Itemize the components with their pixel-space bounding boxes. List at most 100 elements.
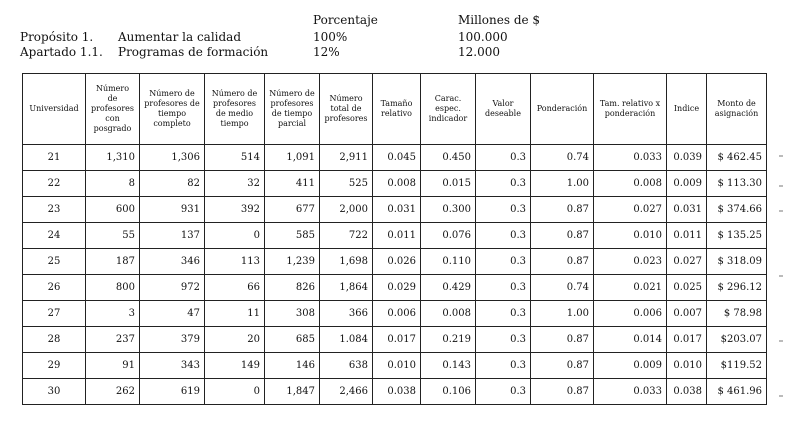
university-cell: 22 (22, 170, 86, 197)
table-cell: 0.033 (593, 144, 667, 171)
purpose-amount: 100.000 (458, 30, 508, 44)
table-row: 22 8 82 32 411 525 0.008 0.015 0.3 1.00 0.008 0.009… (22, 170, 767, 197)
table-cell: $119.52 (706, 352, 767, 379)
table-cell: 0.219 (420, 326, 476, 353)
table-cell: 0.026 (372, 248, 421, 275)
table-cell: 0.110 (420, 248, 476, 275)
table-cell: 0.450 (420, 144, 476, 171)
table-cell: 0.300 (420, 196, 476, 223)
table-cell: 3 (85, 300, 140, 327)
table-cell: 0.008 (372, 170, 421, 197)
table-cell: 0.031 (372, 196, 421, 223)
university-cell: 25 (22, 248, 86, 275)
table-cell: 0.033 (593, 378, 667, 405)
column-heading-percent: Porcentaje (313, 13, 378, 27)
table-cell: 0.3 (475, 248, 531, 275)
table-cell: 600 (85, 196, 140, 223)
table-cell: 47 (139, 300, 205, 327)
table-cell: 0.038 (666, 378, 707, 405)
table-header-row: Universidad Número de profesores con posg… (22, 73, 767, 145)
table-cell: 366 (319, 300, 373, 327)
table-row: 30 262 619 0 1,847 2,466 0.038 0.106 0.3 0.87 0.03… (22, 378, 767, 405)
column-header: Tamaño relativo (372, 73, 421, 145)
table-cell: 8 (85, 170, 140, 197)
table-cell: 0.011 (372, 222, 421, 249)
university-cell: 24 (22, 222, 86, 249)
table-body: 21 1,310 1,306 514 1,091 2,911 0.045 0.450 0.3 0.… (22, 144, 767, 405)
university-cell: 23 (22, 196, 86, 223)
margin-mark (779, 275, 783, 277)
margin-mark (779, 210, 783, 212)
column-heading-millions: Millones de $ (458, 13, 541, 27)
university-cell: 26 (22, 274, 86, 301)
table-cell: 0.008 (420, 300, 476, 327)
table-cell: 0.038 (372, 378, 421, 405)
table-cell: 0.027 (593, 196, 667, 223)
column-header: Número de profesores de tiempo completo (139, 73, 205, 145)
table-cell: 0.87 (530, 248, 594, 275)
table-cell: 0.029 (372, 274, 421, 301)
table-cell: 800 (85, 274, 140, 301)
table-cell: 1,698 (319, 248, 373, 275)
table-cell: $ 318.09 (706, 248, 767, 275)
table-cell: 0.87 (530, 196, 594, 223)
table-cell: 722 (319, 222, 373, 249)
table-cell: 972 (139, 274, 205, 301)
table-cell: 1.00 (530, 170, 594, 197)
table-cell: 0.006 (372, 300, 421, 327)
table-cell: 237 (85, 326, 140, 353)
table-cell: 0.045 (372, 144, 421, 171)
column-header: Carac. espec. indicador (420, 73, 476, 145)
table-cell: 0 (204, 378, 265, 405)
table-cell: 0.031 (666, 196, 707, 223)
table-row: 23 600 931 392 677 2,000 0.031 0.300 0.3 0.87 0.02… (22, 196, 767, 223)
table-cell: 0.023 (593, 248, 667, 275)
table-cell: 0.3 (475, 196, 531, 223)
column-header: Indice (666, 73, 707, 145)
table-cell: 685 (264, 326, 320, 353)
table-cell: 1.084 (319, 326, 373, 353)
section-label: Apartado 1.1. (20, 45, 103, 59)
university-cell: 29 (22, 352, 86, 379)
column-header: Número de profesores con posgrado (85, 73, 140, 145)
table-cell: 137 (139, 222, 205, 249)
table-cell: 0.006 (593, 300, 667, 327)
table-cell: 0.017 (372, 326, 421, 353)
table-cell: 11 (204, 300, 265, 327)
column-header: Ponderación (530, 73, 594, 145)
table-cell: 2,911 (319, 144, 373, 171)
section-amount: 12.000 (458, 45, 500, 59)
purpose-description: Aumentar la calidad (118, 30, 242, 44)
table-cell: 0.010 (372, 352, 421, 379)
table-row: 25 187 346 113 1,239 1,698 0.026 0.110 0.3 0.87 0.… (22, 248, 767, 275)
table-cell: 0.011 (666, 222, 707, 249)
table-cell: 0.3 (475, 300, 531, 327)
table-row: 29 91 343 149 146 638 0.010 0.143 0.3 0.87 0.009 0.… (22, 352, 767, 379)
table-cell: 0.87 (530, 222, 594, 249)
table-row: 27 3 47 11 308 366 0.006 0.008 0.3 1.00 0.006 0.007… (22, 300, 767, 327)
table-cell: 20 (204, 326, 265, 353)
table-cell: 514 (204, 144, 265, 171)
table-cell: 0.076 (420, 222, 476, 249)
table-row: 24 55 137 0 585 722 0.011 0.076 0.3 0.87 0.010 0.01… (22, 222, 767, 249)
table-cell: 308 (264, 300, 320, 327)
university-cell: 27 (22, 300, 86, 327)
table-cell: $ 461.96 (706, 378, 767, 405)
table-cell: 0.3 (475, 378, 531, 405)
table-cell: 0.021 (593, 274, 667, 301)
table-cell: 0.3 (475, 170, 531, 197)
table-cell: $ 374.66 (706, 196, 767, 223)
table-cell: 0.87 (530, 326, 594, 353)
table-cell: 149 (204, 352, 265, 379)
table-cell: 187 (85, 248, 140, 275)
table-cell: 0.015 (420, 170, 476, 197)
table-cell: 1.00 (530, 300, 594, 327)
table-cell: 0.3 (475, 222, 531, 249)
table-cell: $203.07 (706, 326, 767, 353)
table-cell: 619 (139, 378, 205, 405)
table-cell: 0.008 (593, 170, 667, 197)
table-cell: 0.3 (475, 274, 531, 301)
table-cell: $ 78.98 (706, 300, 767, 327)
column-header: Valor deseable (475, 73, 531, 145)
table-cell: 638 (319, 352, 373, 379)
